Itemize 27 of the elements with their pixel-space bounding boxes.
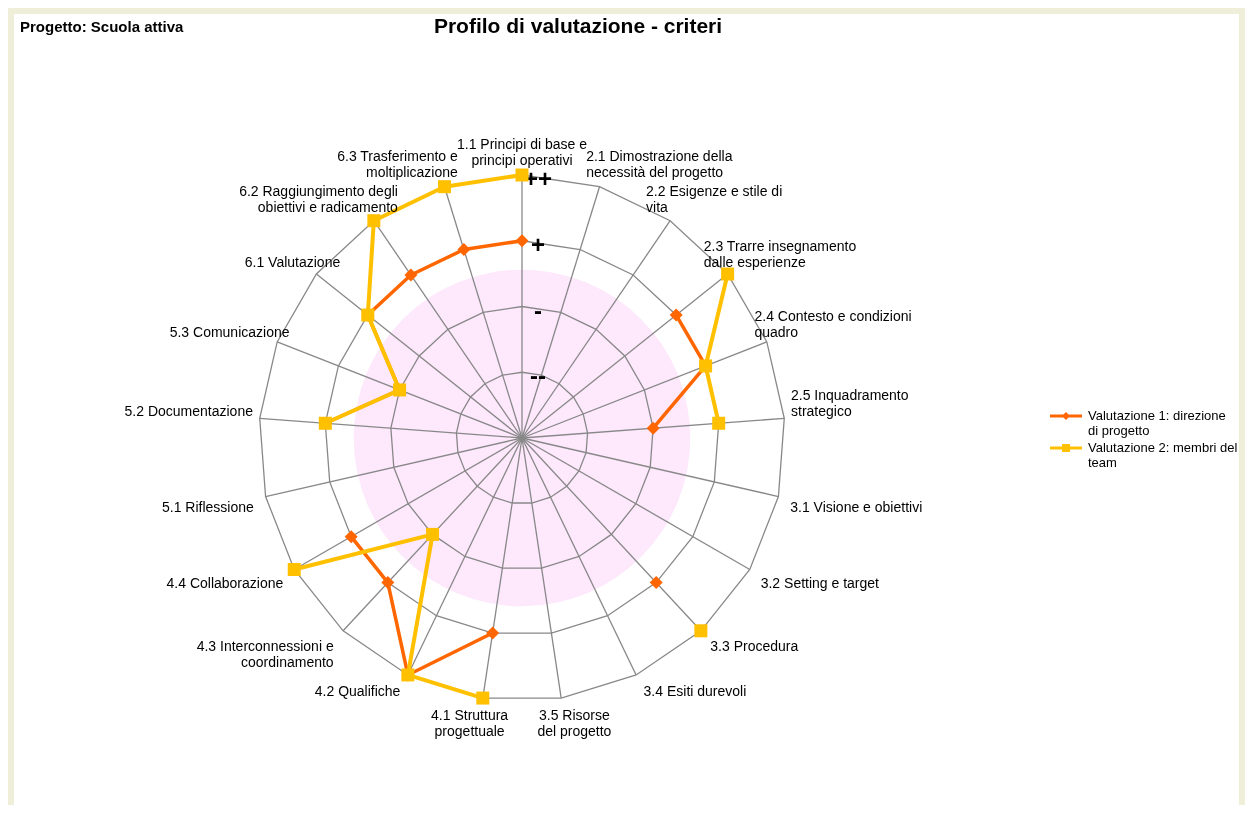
spoke-label: 4.4 Collaborazione xyxy=(166,574,284,591)
spoke-label: 5.3 Comunicazione xyxy=(169,323,290,340)
spoke-label: 3.4 Esiti durevoli xyxy=(643,683,747,700)
spoke-label: 4.2 Qualifiche xyxy=(314,683,401,700)
chart-title: Profilo di valutazione - criteri xyxy=(432,14,724,38)
legend-label: Valutazione 2: membri del team xyxy=(1088,440,1238,470)
spoke-label: 2.1 Dimostrazione della necessità del progetto xyxy=(586,148,733,181)
spoke-label: 6.1 Valutazione xyxy=(244,254,341,271)
spoke-label: 2.5 Inquadramento strategico xyxy=(791,386,909,419)
spoke-label: 2.3 Trarre insegnamento dalle esperienze xyxy=(703,238,857,271)
spoke-label: 4.1 Struttura progettuale xyxy=(431,706,509,739)
spoke-label: 5.1 Riflessione xyxy=(161,499,255,516)
spoke-label: 5.2 Documentazione xyxy=(124,402,254,419)
spoke-label: 6.2 Raggiungimento degli obiettivi e radicamento xyxy=(239,183,399,216)
spoke-label: 4.3 Interconnessioni e coordinamento xyxy=(196,637,334,670)
spoke-label: 3.5 Risorse del progetto xyxy=(537,706,612,739)
spoke-label: 3.3 Procedura xyxy=(710,637,799,654)
spoke-label: 2.2 Esigenze e stile di vita xyxy=(646,183,783,216)
y-tick-label: + xyxy=(530,230,546,258)
spoke-label: 2.4 Contesto e condizioni quadro xyxy=(754,307,912,340)
legend-label: Valutazione 1: direzione di progetto xyxy=(1088,408,1227,438)
y-tick-label: -- xyxy=(530,362,546,390)
spoke-label: 3.2 Setting e target xyxy=(760,574,880,591)
spoke-label: 6.3 Trasferimento e moltiplicazione xyxy=(337,148,459,181)
text: Progetto: Scuola attiva xyxy=(20,18,184,35)
spoke-label: 3.1 Visione e obiettivi xyxy=(790,499,923,516)
y-tick-label: - xyxy=(534,296,542,324)
